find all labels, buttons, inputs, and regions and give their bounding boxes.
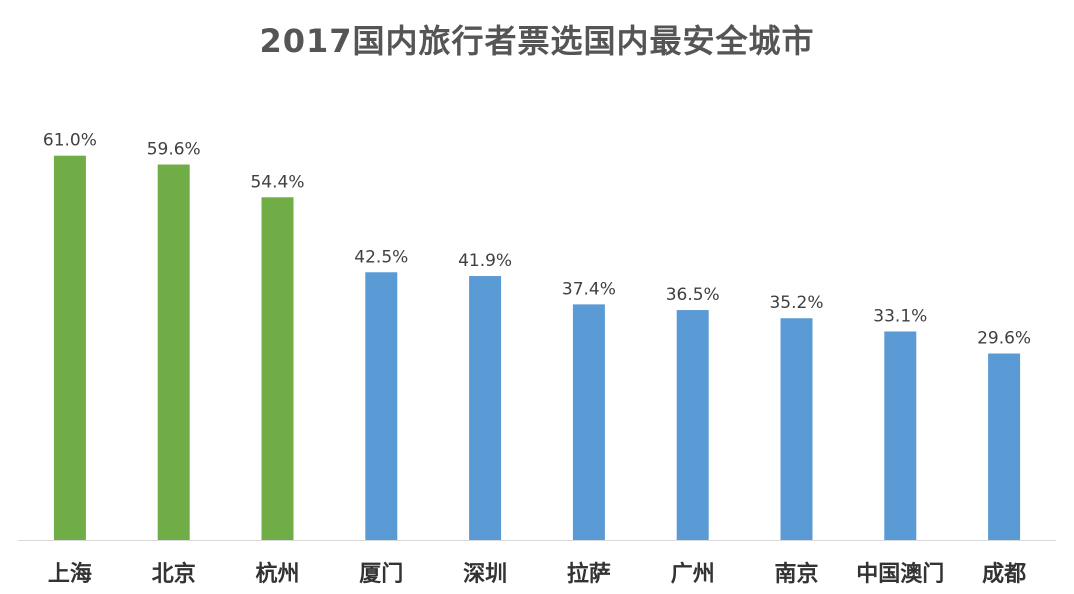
bar-7 [780, 318, 813, 540]
bar-1 [157, 164, 190, 540]
category-label-5: 拉萨 [567, 561, 611, 587]
bar-3 [365, 272, 398, 540]
data-label-3: 42.5% [354, 247, 408, 267]
data-label-4: 41.9% [458, 251, 512, 271]
bar-0 [53, 155, 86, 540]
category-label-4: 深圳 [463, 562, 507, 587]
data-label-8: 33.1% [873, 306, 927, 326]
chart-title: 2017国内旅行者票选国内最安全城市 [259, 22, 815, 60]
category-label-1: 北京 [152, 561, 196, 587]
bar-8 [884, 331, 917, 540]
data-label-9: 29.6% [977, 329, 1031, 349]
category-label-2: 杭州 [255, 561, 299, 587]
category-label-0: 上海 [48, 561, 92, 587]
data-label-1: 59.6% [147, 140, 201, 160]
data-label-7: 35.2% [769, 293, 823, 313]
data-label-2: 54.4% [250, 172, 304, 192]
bar-2 [261, 197, 294, 540]
data-label-0: 61.0% [43, 131, 97, 151]
bar-5 [572, 304, 605, 540]
category-label-8: 中国澳门 [856, 561, 944, 587]
bar-6 [676, 310, 709, 540]
category-label-6: 广州 [671, 561, 715, 587]
category-label-3: 厦门 [359, 561, 403, 587]
data-label-5: 37.4% [562, 279, 616, 299]
bar-4 [469, 276, 502, 540]
data-label-6: 36.5% [666, 285, 720, 305]
category-label-7: 南京 [774, 561, 818, 587]
bar-9 [988, 353, 1021, 540]
category-label-9: 成都 [982, 562, 1026, 587]
